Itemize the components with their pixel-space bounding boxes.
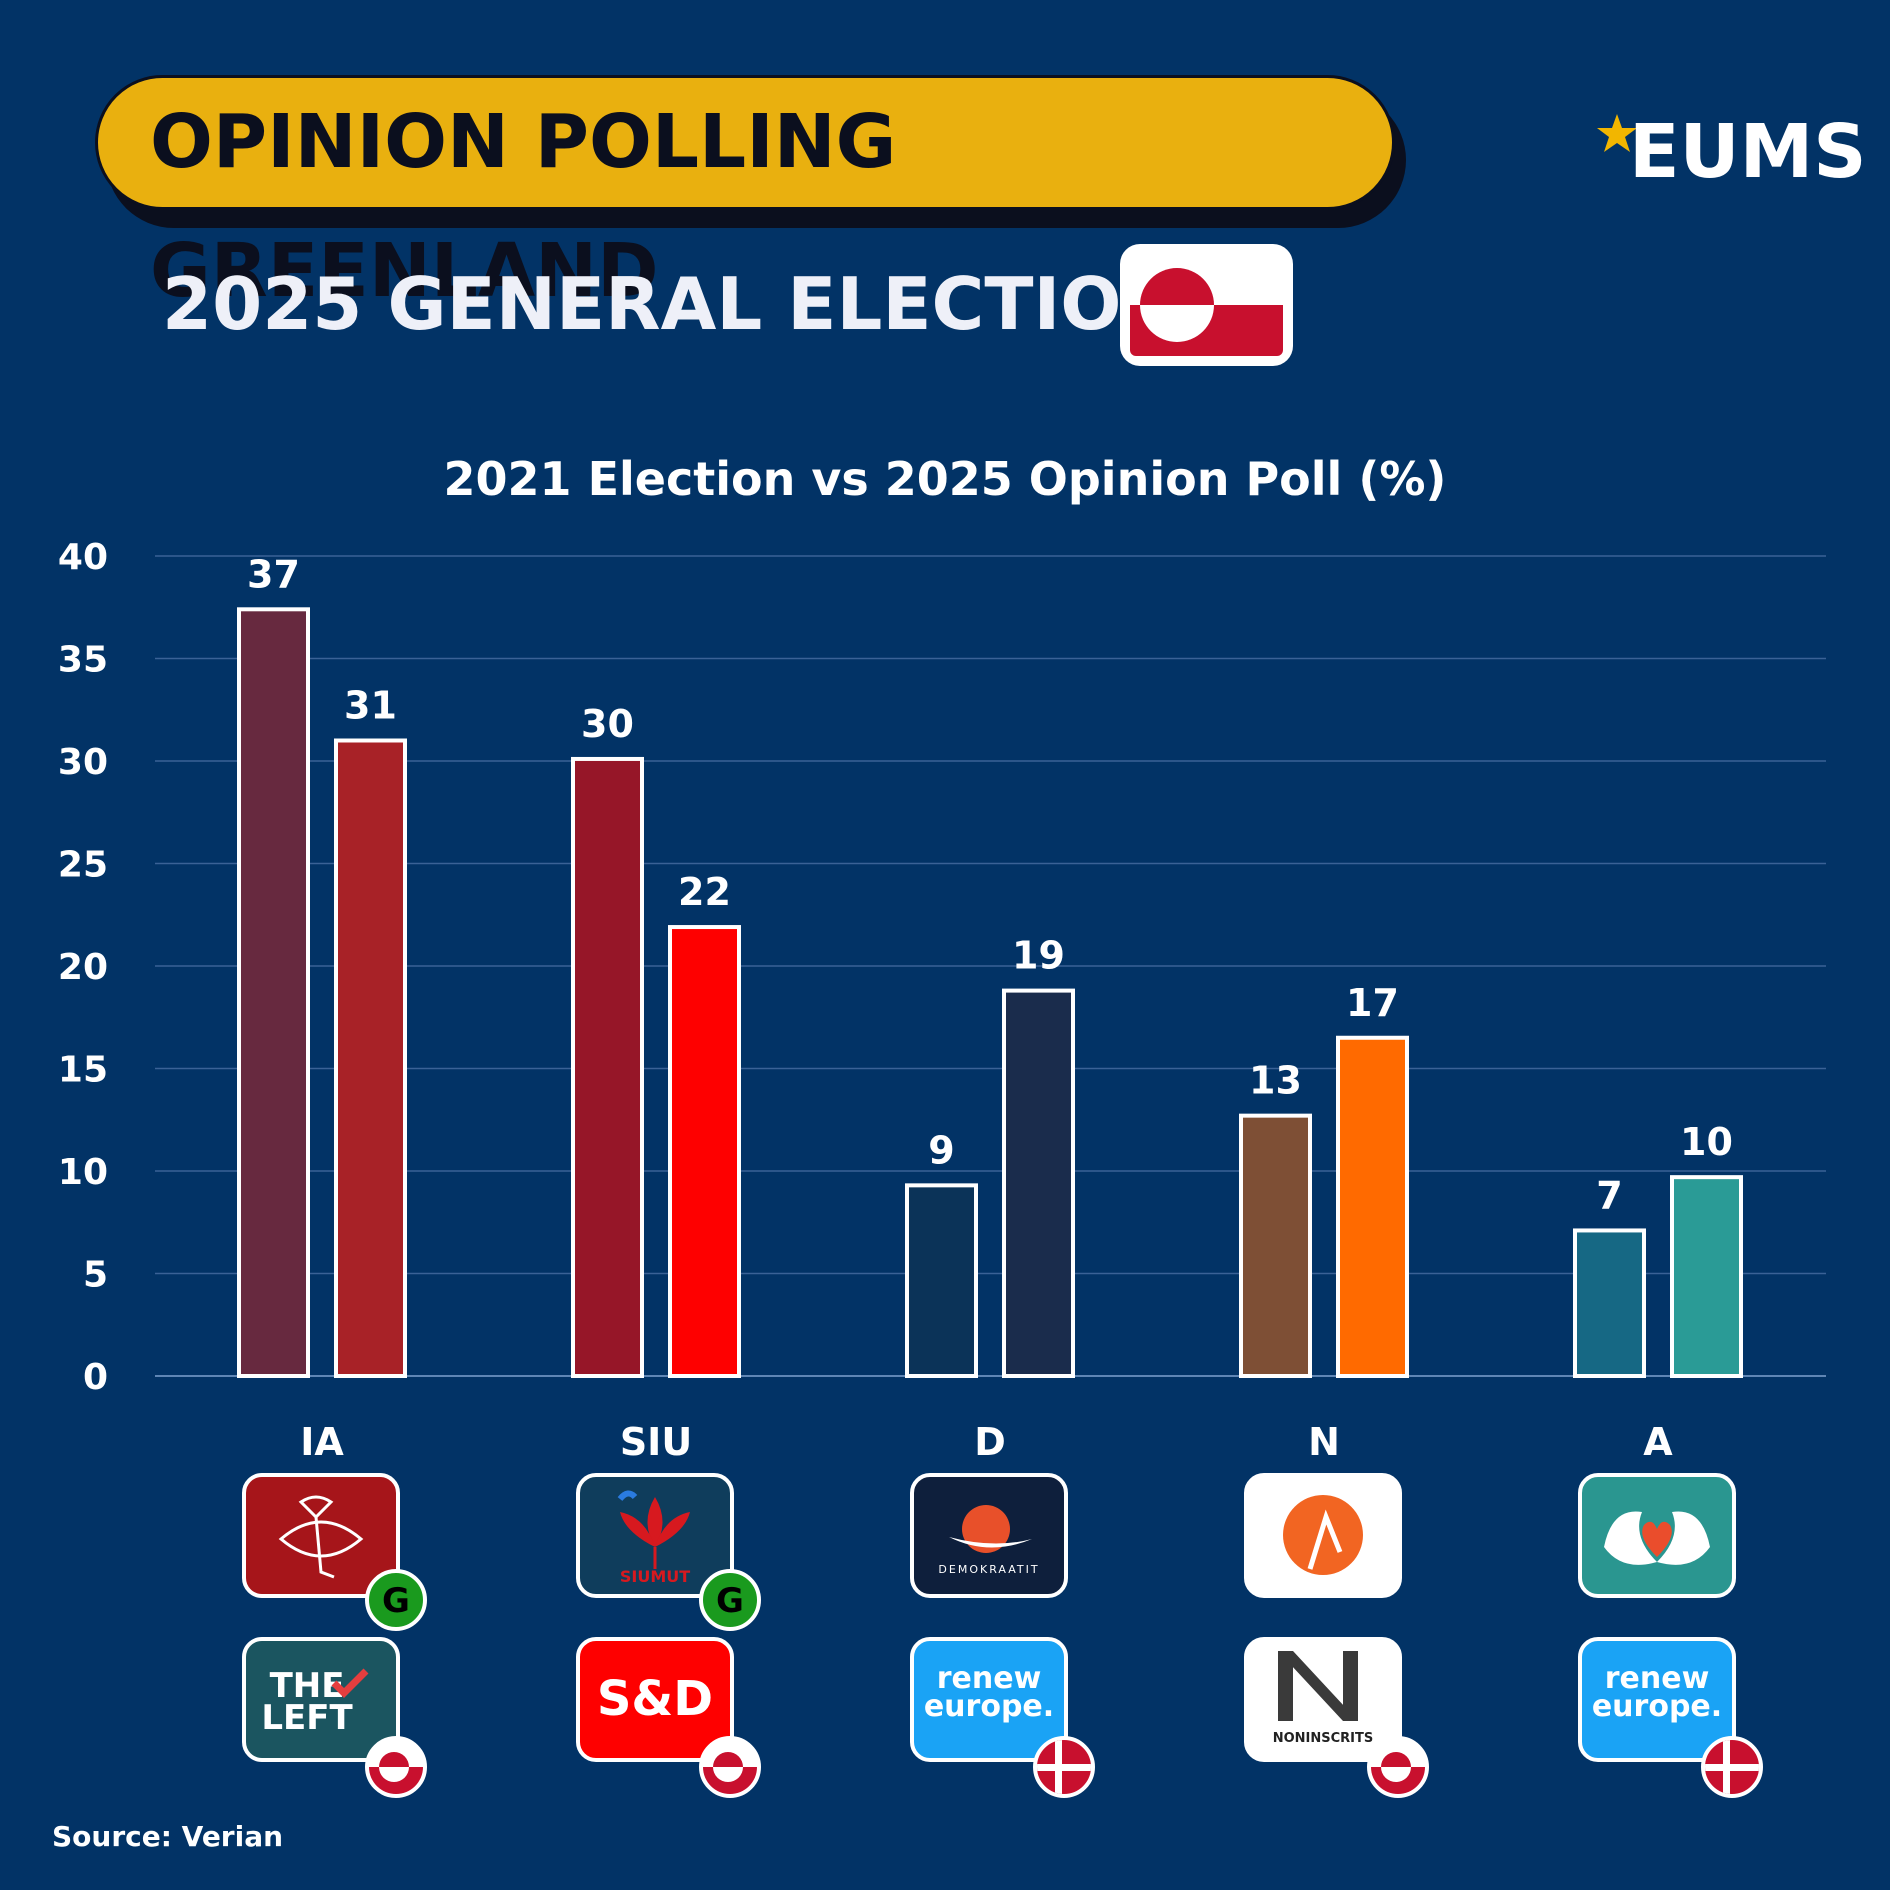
bar-chart: 0 5 10 15 20 25 30 35 40 37 30 9 13 7 31 22 19 17 10: [58, 537, 1826, 1398]
demokraatit-sun-icon: [949, 1505, 1032, 1553]
siumut-flower-icon: [617, 1490, 690, 1569]
y-tick-label: 35: [58, 640, 108, 681]
n-eu-group-logo: NONINSCRITS: [1244, 1637, 1402, 1762]
y-tick-label: 15: [58, 1050, 108, 1091]
naleraq-sun-icon: [1283, 1495, 1363, 1575]
y-tick-label: 20: [58, 947, 108, 988]
siu-national-badge: G: [699, 1569, 761, 1631]
bar-siu-2021: [571, 756, 644, 1378]
bar-ia-2025: [334, 738, 407, 1378]
party-label-ia: IA: [300, 1420, 344, 1464]
party-label-a: A: [1643, 1420, 1673, 1464]
bar-d-2021: [905, 1183, 978, 1378]
ia-emblem-icon: [278, 1495, 364, 1579]
bar-a-2021: [1573, 1228, 1646, 1379]
source-note: Source: Verian: [52, 1820, 284, 1853]
party-label-d: D: [974, 1420, 1006, 1464]
greenland-flag-badge-icon: [1367, 1736, 1429, 1798]
star-icon: [1597, 114, 1637, 152]
data-label: 9: [928, 1128, 954, 1172]
party-label-siu: SIU: [619, 1420, 693, 1464]
noninscrits-icon: [1278, 1651, 1358, 1721]
d-party-logo: DEMOKRAATIT: [910, 1473, 1068, 1598]
data-label: 13: [1249, 1059, 1302, 1103]
n-party-logo: [1244, 1473, 1402, 1598]
logo-text: EUMS: [1629, 109, 1867, 195]
page-title: OPINION POLLING GREENLAND: [150, 99, 897, 314]
siu-eu-group-logo: S&D: [576, 1637, 734, 1762]
greenland-flag-badge-icon: [365, 1736, 427, 1798]
greenland-flag-icon: [1120, 244, 1293, 366]
ia-national-badge: G: [365, 1569, 427, 1631]
y-tick-label: 40: [58, 537, 108, 578]
bar-n-2025: [1336, 1035, 1409, 1378]
denmark-flag-badge-icon: [1033, 1736, 1095, 1798]
atassut-birds-heart-icon: [1604, 1511, 1710, 1565]
data-label: 30: [581, 702, 634, 746]
denmark-flag-badge-icon: [1701, 1736, 1763, 1798]
bar-a-2025: [1670, 1175, 1743, 1379]
ia-eu-group-logo: THE LEFT: [242, 1637, 400, 1762]
data-label: 22: [678, 870, 731, 914]
y-tick-label: 30: [58, 742, 108, 783]
data-label: 17: [1346, 981, 1399, 1025]
a-eu-group-logo: renew europe.: [1578, 1637, 1736, 1762]
y-tick-label: 0: [83, 1357, 108, 1398]
title-banner: OPINION POLLING GREENLAND: [95, 75, 1395, 314]
party-label-n: N: [1308, 1420, 1340, 1464]
page-subtitle: 2025 GENERAL ELECTION: [162, 262, 1182, 346]
greenland-flag-badge-icon: [699, 1736, 761, 1798]
bar-d-2025: [1002, 988, 1075, 1378]
bar-ia-2021: [237, 607, 310, 1379]
a-party-logo: [1578, 1473, 1736, 1598]
data-label: 7: [1596, 1173, 1622, 1217]
y-tick-label: 10: [58, 1152, 108, 1193]
bar-siu-2025: [668, 925, 741, 1378]
data-label: 31: [344, 684, 397, 728]
d-eu-group-logo: renew europe.: [910, 1637, 1068, 1762]
data-label: 19: [1012, 934, 1065, 978]
checkmark-icon: [331, 1668, 369, 1698]
y-tick-label: 25: [58, 845, 108, 886]
data-label: 37: [247, 552, 300, 596]
eums-logo: EUMS: [1595, 112, 1867, 192]
data-label: 10: [1680, 1120, 1733, 1164]
bar-n-2021: [1239, 1113, 1312, 1379]
chart-title: 2021 Election vs 2025 Opinion Poll (%): [443, 452, 1447, 506]
y-tick-label: 5: [83, 1255, 108, 1296]
